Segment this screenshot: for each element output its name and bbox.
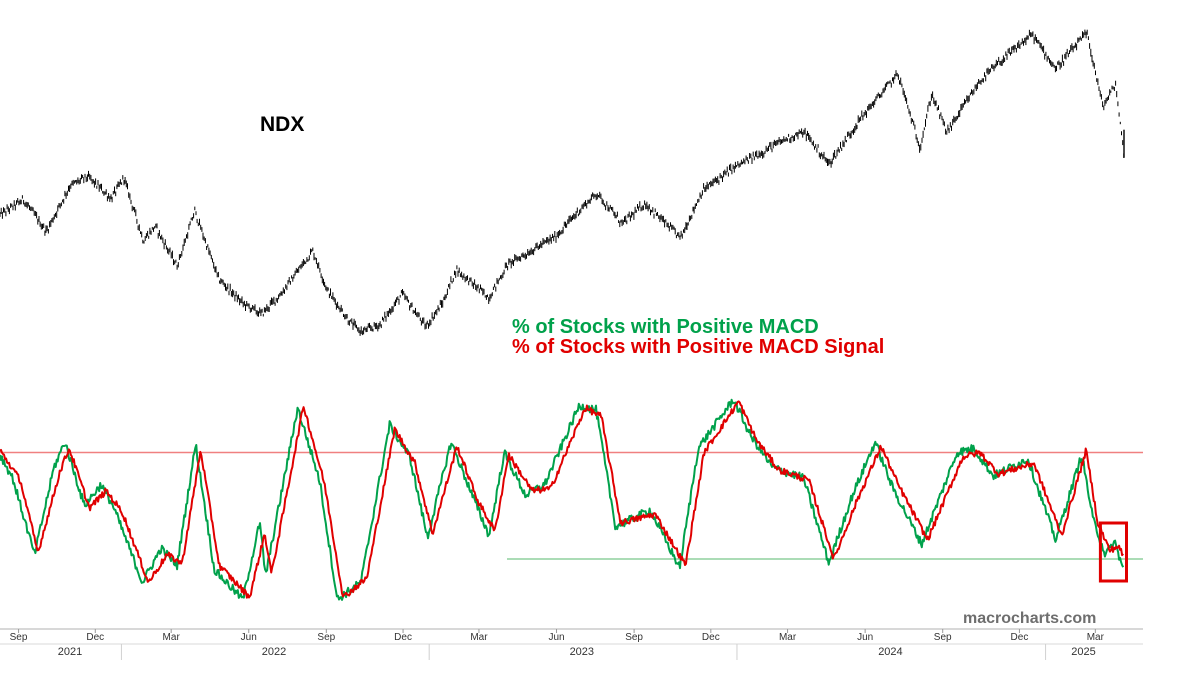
month-tick-label: Jun: [857, 632, 873, 643]
ndx-label: NDX: [260, 113, 304, 136]
month-tick-label: Mar: [163, 632, 181, 643]
highlight-box-group: [1098, 521, 1129, 583]
month-tick-label: Sep: [934, 632, 952, 643]
positive-macd-signal-line: [0, 400, 1124, 599]
month-tick-label: Mar: [779, 632, 797, 643]
month-tick-label: Dec: [394, 632, 412, 643]
month-tick-label: Dec: [1011, 632, 1029, 643]
month-tick-label: Dec: [86, 632, 104, 643]
month-tick-label: Jun: [548, 632, 564, 643]
year-tick-label: 2022: [262, 646, 286, 658]
legend-positive-macd: % of Stocks with Positive MACD: [512, 316, 819, 338]
month-tick-label: Mar: [470, 632, 488, 643]
month-tick-label: Mar: [1087, 632, 1105, 643]
reference-lines: [0, 451, 1143, 560]
year-tick-label: 2024: [878, 646, 902, 658]
highlight-box: [1098, 521, 1129, 583]
watermark: macrocharts.com: [963, 610, 1096, 627]
month-tick-label: Sep: [625, 632, 643, 643]
x-axis: Sep Dec Mar Jun Sep Dec Mar Jun Sep Dec Mar Jun Sep D…: [0, 628, 1143, 660]
month-tick-label: Dec: [702, 632, 720, 643]
legend-positive-macd-signal: % of Stocks with Positive MACD Signal: [512, 336, 884, 358]
ndx-price-series: [0, 29, 1125, 336]
month-tick-label: Jun: [241, 632, 257, 643]
oscillator-series: [0, 398, 1125, 601]
positive-macd-line: [0, 398, 1125, 601]
year-tick-label: 2023: [570, 646, 594, 658]
month-tick-label: Sep: [317, 632, 335, 643]
month-tick-label: Sep: [10, 632, 28, 643]
year-tick-label: 2025: [1071, 646, 1095, 658]
year-tick-label: 2021: [58, 646, 82, 658]
